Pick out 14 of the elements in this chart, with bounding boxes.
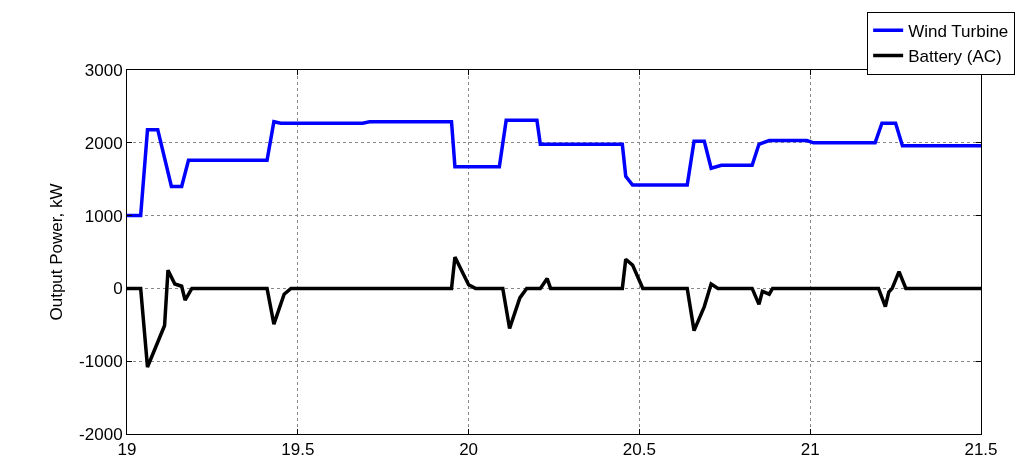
y-tick-label: 2000 <box>84 133 123 153</box>
y-tick-label: 3000 <box>84 60 123 80</box>
x-tick-label: 19.5 <box>281 440 315 460</box>
line-series <box>127 118 981 218</box>
x-tick-label: 20.5 <box>622 440 656 460</box>
legend-label: Battery (AC) <box>908 47 1002 67</box>
x-tick-label: 20 <box>459 440 479 460</box>
x-tick-label: 21 <box>800 440 820 460</box>
x-tick-label: 21.5 <box>964 440 998 460</box>
y-axis-title: Output Power, kW <box>46 183 66 321</box>
legend-label: Wind Turbine <box>908 21 1009 41</box>
y-tick-label: -1000 <box>79 352 123 372</box>
y-tick-label: 0 <box>113 279 123 299</box>
y-tick-label: 1000 <box>84 206 123 226</box>
